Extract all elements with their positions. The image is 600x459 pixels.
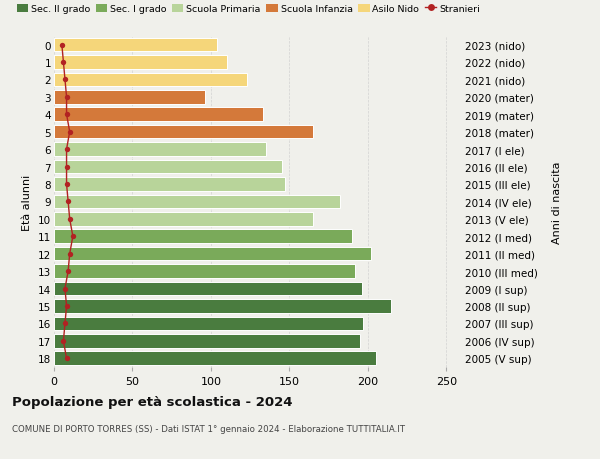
Bar bbox=[54, 160, 281, 174]
Point bbox=[62, 112, 71, 119]
Point bbox=[65, 129, 74, 136]
Legend: Sec. II grado, Sec. I grado, Scuola Primaria, Scuola Infanzia, Asilo Nido, Stran: Sec. II grado, Sec. I grado, Scuola Prim… bbox=[17, 5, 480, 14]
Bar bbox=[54, 108, 263, 122]
Bar bbox=[54, 56, 227, 70]
Point bbox=[60, 320, 70, 327]
Bar bbox=[54, 230, 352, 244]
Bar bbox=[54, 265, 355, 278]
Bar bbox=[54, 126, 313, 139]
Point bbox=[68, 233, 77, 241]
Bar bbox=[54, 352, 376, 365]
Point bbox=[64, 198, 73, 206]
Bar bbox=[54, 39, 217, 52]
Point bbox=[64, 268, 73, 275]
Point bbox=[62, 163, 71, 171]
Y-axis label: Anni di nascita: Anni di nascita bbox=[551, 161, 562, 243]
Bar bbox=[54, 91, 205, 104]
Point bbox=[57, 42, 67, 49]
Bar bbox=[54, 300, 391, 313]
Point bbox=[62, 94, 71, 101]
Point bbox=[59, 59, 68, 67]
Bar bbox=[54, 213, 313, 226]
Point bbox=[65, 216, 74, 223]
Bar bbox=[54, 73, 247, 87]
Point bbox=[62, 302, 71, 310]
Bar bbox=[54, 282, 362, 296]
Point bbox=[65, 251, 74, 258]
Point bbox=[62, 181, 71, 188]
Point bbox=[60, 285, 70, 292]
Text: Popolazione per età scolastica - 2024: Popolazione per età scolastica - 2024 bbox=[12, 395, 293, 408]
Point bbox=[62, 355, 71, 362]
Y-axis label: Età alunni: Età alunni bbox=[22, 174, 32, 230]
Bar bbox=[54, 247, 371, 261]
Point bbox=[62, 146, 71, 153]
Text: COMUNE DI PORTO TORRES (SS) - Dati ISTAT 1° gennaio 2024 - Elaborazione TUTTITAL: COMUNE DI PORTO TORRES (SS) - Dati ISTAT… bbox=[12, 425, 405, 434]
Bar bbox=[54, 317, 363, 330]
Point bbox=[60, 77, 70, 84]
Bar bbox=[54, 178, 284, 191]
Bar bbox=[54, 334, 360, 348]
Bar bbox=[54, 143, 266, 157]
Point bbox=[59, 337, 68, 345]
Bar bbox=[54, 195, 340, 209]
